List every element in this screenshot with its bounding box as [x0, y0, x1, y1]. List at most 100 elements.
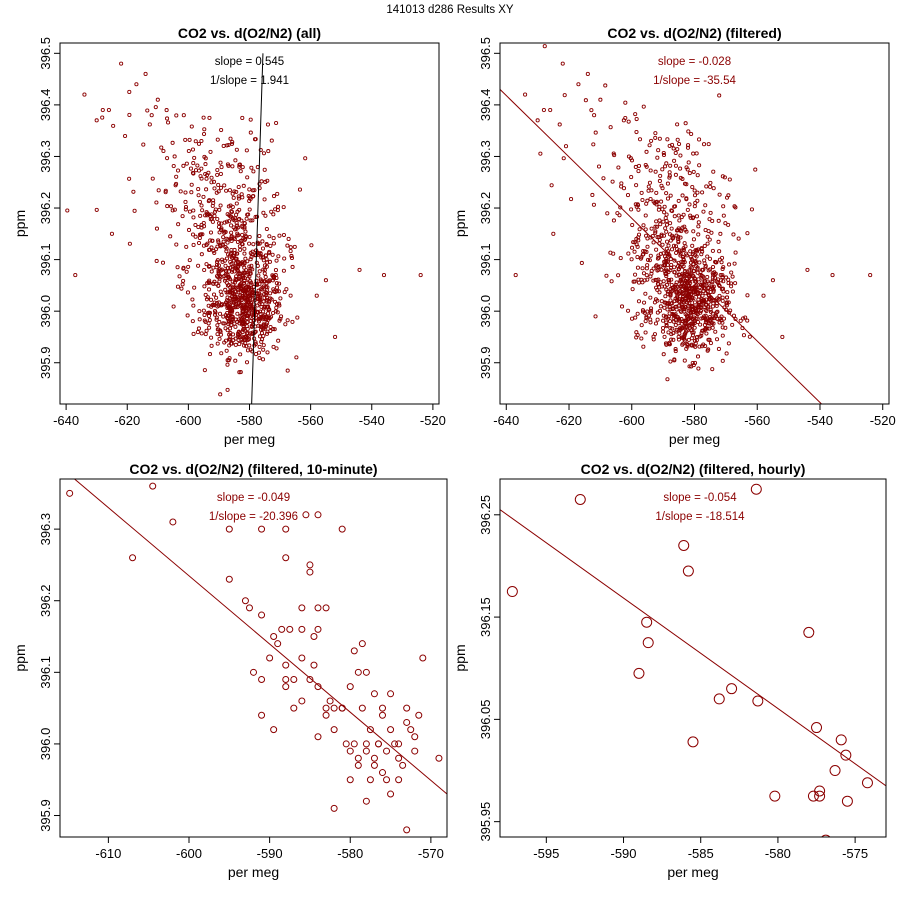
data-point — [541, 107, 546, 113]
y-tick-label: 396.1 — [38, 243, 53, 276]
data-point — [682, 326, 687, 331]
data-point — [387, 690, 395, 698]
data-point — [149, 482, 157, 490]
x-tick-label: -560 — [298, 413, 324, 428]
data-point — [196, 141, 202, 146]
data-point — [203, 292, 208, 297]
data-point — [274, 285, 280, 290]
data-point — [677, 327, 682, 332]
data-point — [190, 297, 195, 302]
data-point — [672, 158, 677, 163]
data-point — [211, 200, 216, 206]
data-point — [262, 263, 268, 268]
data-point — [656, 267, 661, 272]
data-point — [223, 263, 228, 268]
data-point — [721, 265, 726, 270]
data-point — [687, 269, 692, 274]
data-point — [216, 224, 222, 229]
data-point — [223, 287, 228, 292]
data-point — [731, 232, 736, 237]
data-point — [357, 267, 362, 272]
data-point — [670, 288, 675, 293]
data-point — [109, 231, 115, 236]
data-point — [236, 333, 241, 338]
data-point — [196, 187, 201, 192]
data-point — [227, 304, 232, 309]
data-point — [699, 275, 704, 280]
data-point — [688, 260, 694, 265]
data-point — [676, 266, 682, 271]
data-point — [672, 258, 677, 263]
x-tick-label: -540 — [359, 413, 385, 428]
data-point — [395, 740, 403, 748]
data-point — [201, 308, 206, 313]
data-point — [662, 300, 667, 305]
data-point — [236, 194, 241, 199]
data-point — [720, 320, 725, 325]
data-point — [165, 116, 170, 121]
data-point — [186, 148, 191, 154]
data-point — [720, 174, 725, 179]
data-point — [224, 348, 229, 353]
data-point — [219, 302, 224, 307]
data-point — [65, 208, 70, 213]
data-point — [708, 307, 713, 312]
chart-panel-4: CO2 vs. d(O2/N2) (filtered, hourly) slope… — [452, 461, 887, 880]
data-point — [665, 196, 671, 201]
data-point — [199, 138, 204, 144]
data-point — [237, 164, 242, 169]
data-point — [263, 253, 268, 258]
data-point — [222, 321, 227, 326]
y-tick-label: 396.4 — [38, 89, 53, 122]
data-point — [175, 168, 181, 173]
data-point — [634, 242, 639, 247]
data-point — [713, 693, 725, 705]
data-point — [250, 312, 255, 317]
data-point — [666, 243, 671, 248]
data-point — [206, 313, 212, 319]
data-point — [212, 309, 218, 314]
data-point — [629, 175, 634, 180]
data-point — [707, 326, 712, 331]
data-point — [696, 366, 701, 371]
data-point — [721, 213, 726, 218]
data-point — [649, 138, 654, 143]
plot-frame — [59, 478, 448, 838]
data-point — [271, 194, 277, 199]
data-point — [227, 188, 232, 193]
data-point — [720, 298, 725, 303]
figure-suptitle: 141013 d286 Results XY — [386, 4, 514, 16]
data-point — [805, 267, 810, 272]
data-point — [180, 214, 185, 219]
data-point — [270, 252, 275, 257]
data-point — [682, 565, 694, 577]
data-point — [260, 337, 265, 342]
data-point — [686, 316, 691, 321]
data-point — [274, 120, 279, 126]
y-tick-label: 395.9 — [38, 799, 53, 832]
data-point — [674, 228, 680, 233]
data-point — [233, 305, 238, 310]
data-point — [678, 251, 683, 256]
data-point — [697, 344, 702, 349]
data-point — [697, 163, 702, 168]
data-point — [383, 747, 391, 755]
data-point — [261, 347, 266, 352]
data-point — [141, 142, 146, 147]
data-point — [706, 281, 711, 286]
x-tick-label: -580 — [337, 846, 363, 861]
data-point — [218, 392, 223, 397]
data-point — [234, 189, 239, 194]
data-point — [696, 224, 701, 229]
data-point — [94, 207, 99, 212]
data-point — [250, 194, 256, 199]
data-point — [701, 267, 706, 272]
data-point — [226, 282, 232, 288]
data-point — [215, 216, 220, 222]
data-point — [642, 249, 647, 254]
data-point — [231, 253, 236, 259]
data-point — [211, 248, 216, 253]
data-point — [248, 257, 253, 262]
data-point — [205, 281, 210, 286]
data-point — [658, 304, 663, 309]
